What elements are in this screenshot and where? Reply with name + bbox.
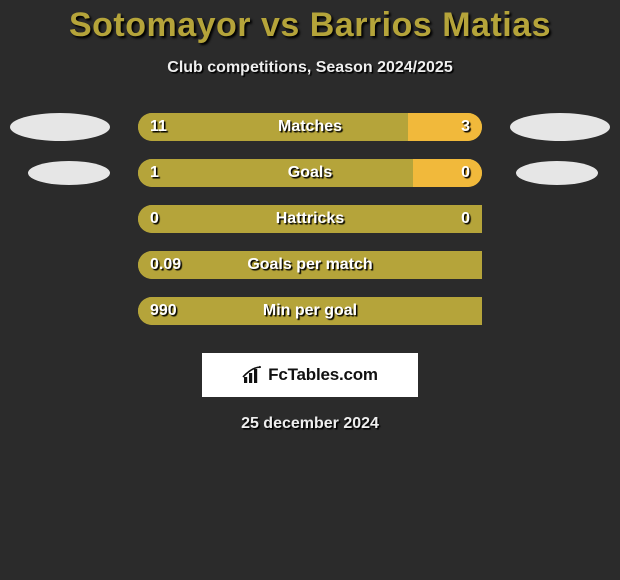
stat-value-p2: 0 [461,159,470,187]
brand-label: FcTables.com [268,365,378,385]
comparison-container: Sotomayor vs Barrios Matias Club competi… [0,0,620,433]
date-label: 25 december 2024 [0,415,620,433]
stat-bar-p1 [138,297,482,325]
page-title: Sotomayor vs Barrios Matias [0,6,620,45]
stat-value-p1: 0 [150,205,159,233]
stat-value-p1: 1 [150,159,159,187]
stat-bar: Min per goal990 [138,297,482,325]
bar-chart-icon [242,365,264,385]
stat-value-p1: 11 [150,113,167,141]
stat-bar-p2 [413,159,482,187]
stat-bar: Goals10 [138,159,482,187]
player1-badge [10,113,110,141]
stat-bar: Hattricks00 [138,205,482,233]
stat-value-p1: 990 [150,297,177,325]
stat-row: Hattricks00 [0,205,620,233]
stat-value-p2: 0 [461,205,470,233]
stat-row: Matches113 [0,113,620,141]
stat-value-p2: 3 [461,113,470,141]
brand-box[interactable]: FcTables.com [202,353,418,397]
stats-rows: Matches113Goals10Hattricks00Goals per ma… [0,113,620,325]
stat-row: Goals10 [0,159,620,187]
player2-badge [516,161,598,185]
stat-bar: Matches113 [138,113,482,141]
stat-row: Goals per match0.09 [0,251,620,279]
stat-bar-p1 [138,113,408,141]
stat-bar-p2 [408,113,482,141]
player1-badge [28,161,110,185]
stat-bar: Goals per match0.09 [138,251,482,279]
stat-value-p1: 0.09 [150,251,181,279]
stat-bar-p1 [138,251,482,279]
stat-row: Min per goal990 [0,297,620,325]
stat-bar-p1 [138,159,413,187]
player2-badge [510,113,610,141]
stat-bar-p1 [138,205,482,233]
subtitle: Club competitions, Season 2024/2025 [0,59,620,77]
